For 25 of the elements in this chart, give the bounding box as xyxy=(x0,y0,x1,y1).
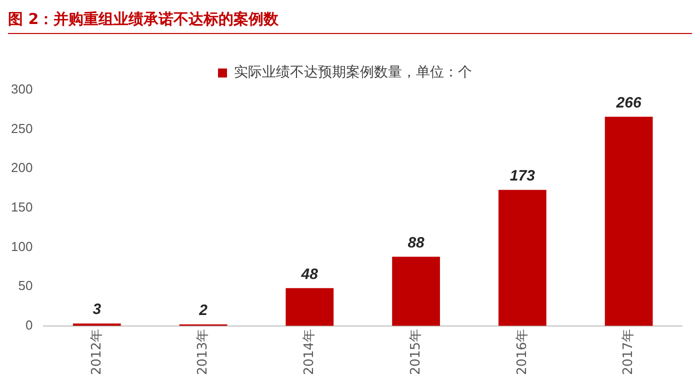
x-tick-label: 2014年 xyxy=(302,328,318,376)
data-label: 88 xyxy=(408,234,426,252)
bar xyxy=(392,256,440,326)
y-tick-label: 100 xyxy=(10,238,33,254)
x-tick-label: 2016年 xyxy=(514,328,530,376)
y-tick-label: 150 xyxy=(10,200,33,215)
data-label: 48 xyxy=(300,266,319,283)
y-tick-label: 50 xyxy=(18,278,33,294)
data-label: 3 xyxy=(92,301,102,318)
y-tick-label: 200 xyxy=(10,160,33,176)
y-tick-label: 250 xyxy=(10,120,33,136)
bar xyxy=(286,288,334,326)
bar xyxy=(498,190,546,326)
data-label: 173 xyxy=(510,168,536,185)
x-tick-label: 2012年 xyxy=(89,328,104,376)
y-tick-label: 300 xyxy=(10,82,33,97)
bar xyxy=(604,116,653,326)
x-tick-label: 2015年 xyxy=(408,328,424,376)
data-label: 2 xyxy=(198,302,208,319)
x-tick-label: 2017年 xyxy=(621,328,636,376)
x-tick-label: 2013年 xyxy=(196,328,211,376)
legend-label: 实际业绩不达预期案例数量，单位：个 xyxy=(234,64,472,81)
y-tick-label: 0 xyxy=(25,317,33,332)
data-label: 266 xyxy=(615,94,642,112)
chart-title: 图 2：并购重组业绩承诺不达标的案例数 xyxy=(8,8,692,34)
